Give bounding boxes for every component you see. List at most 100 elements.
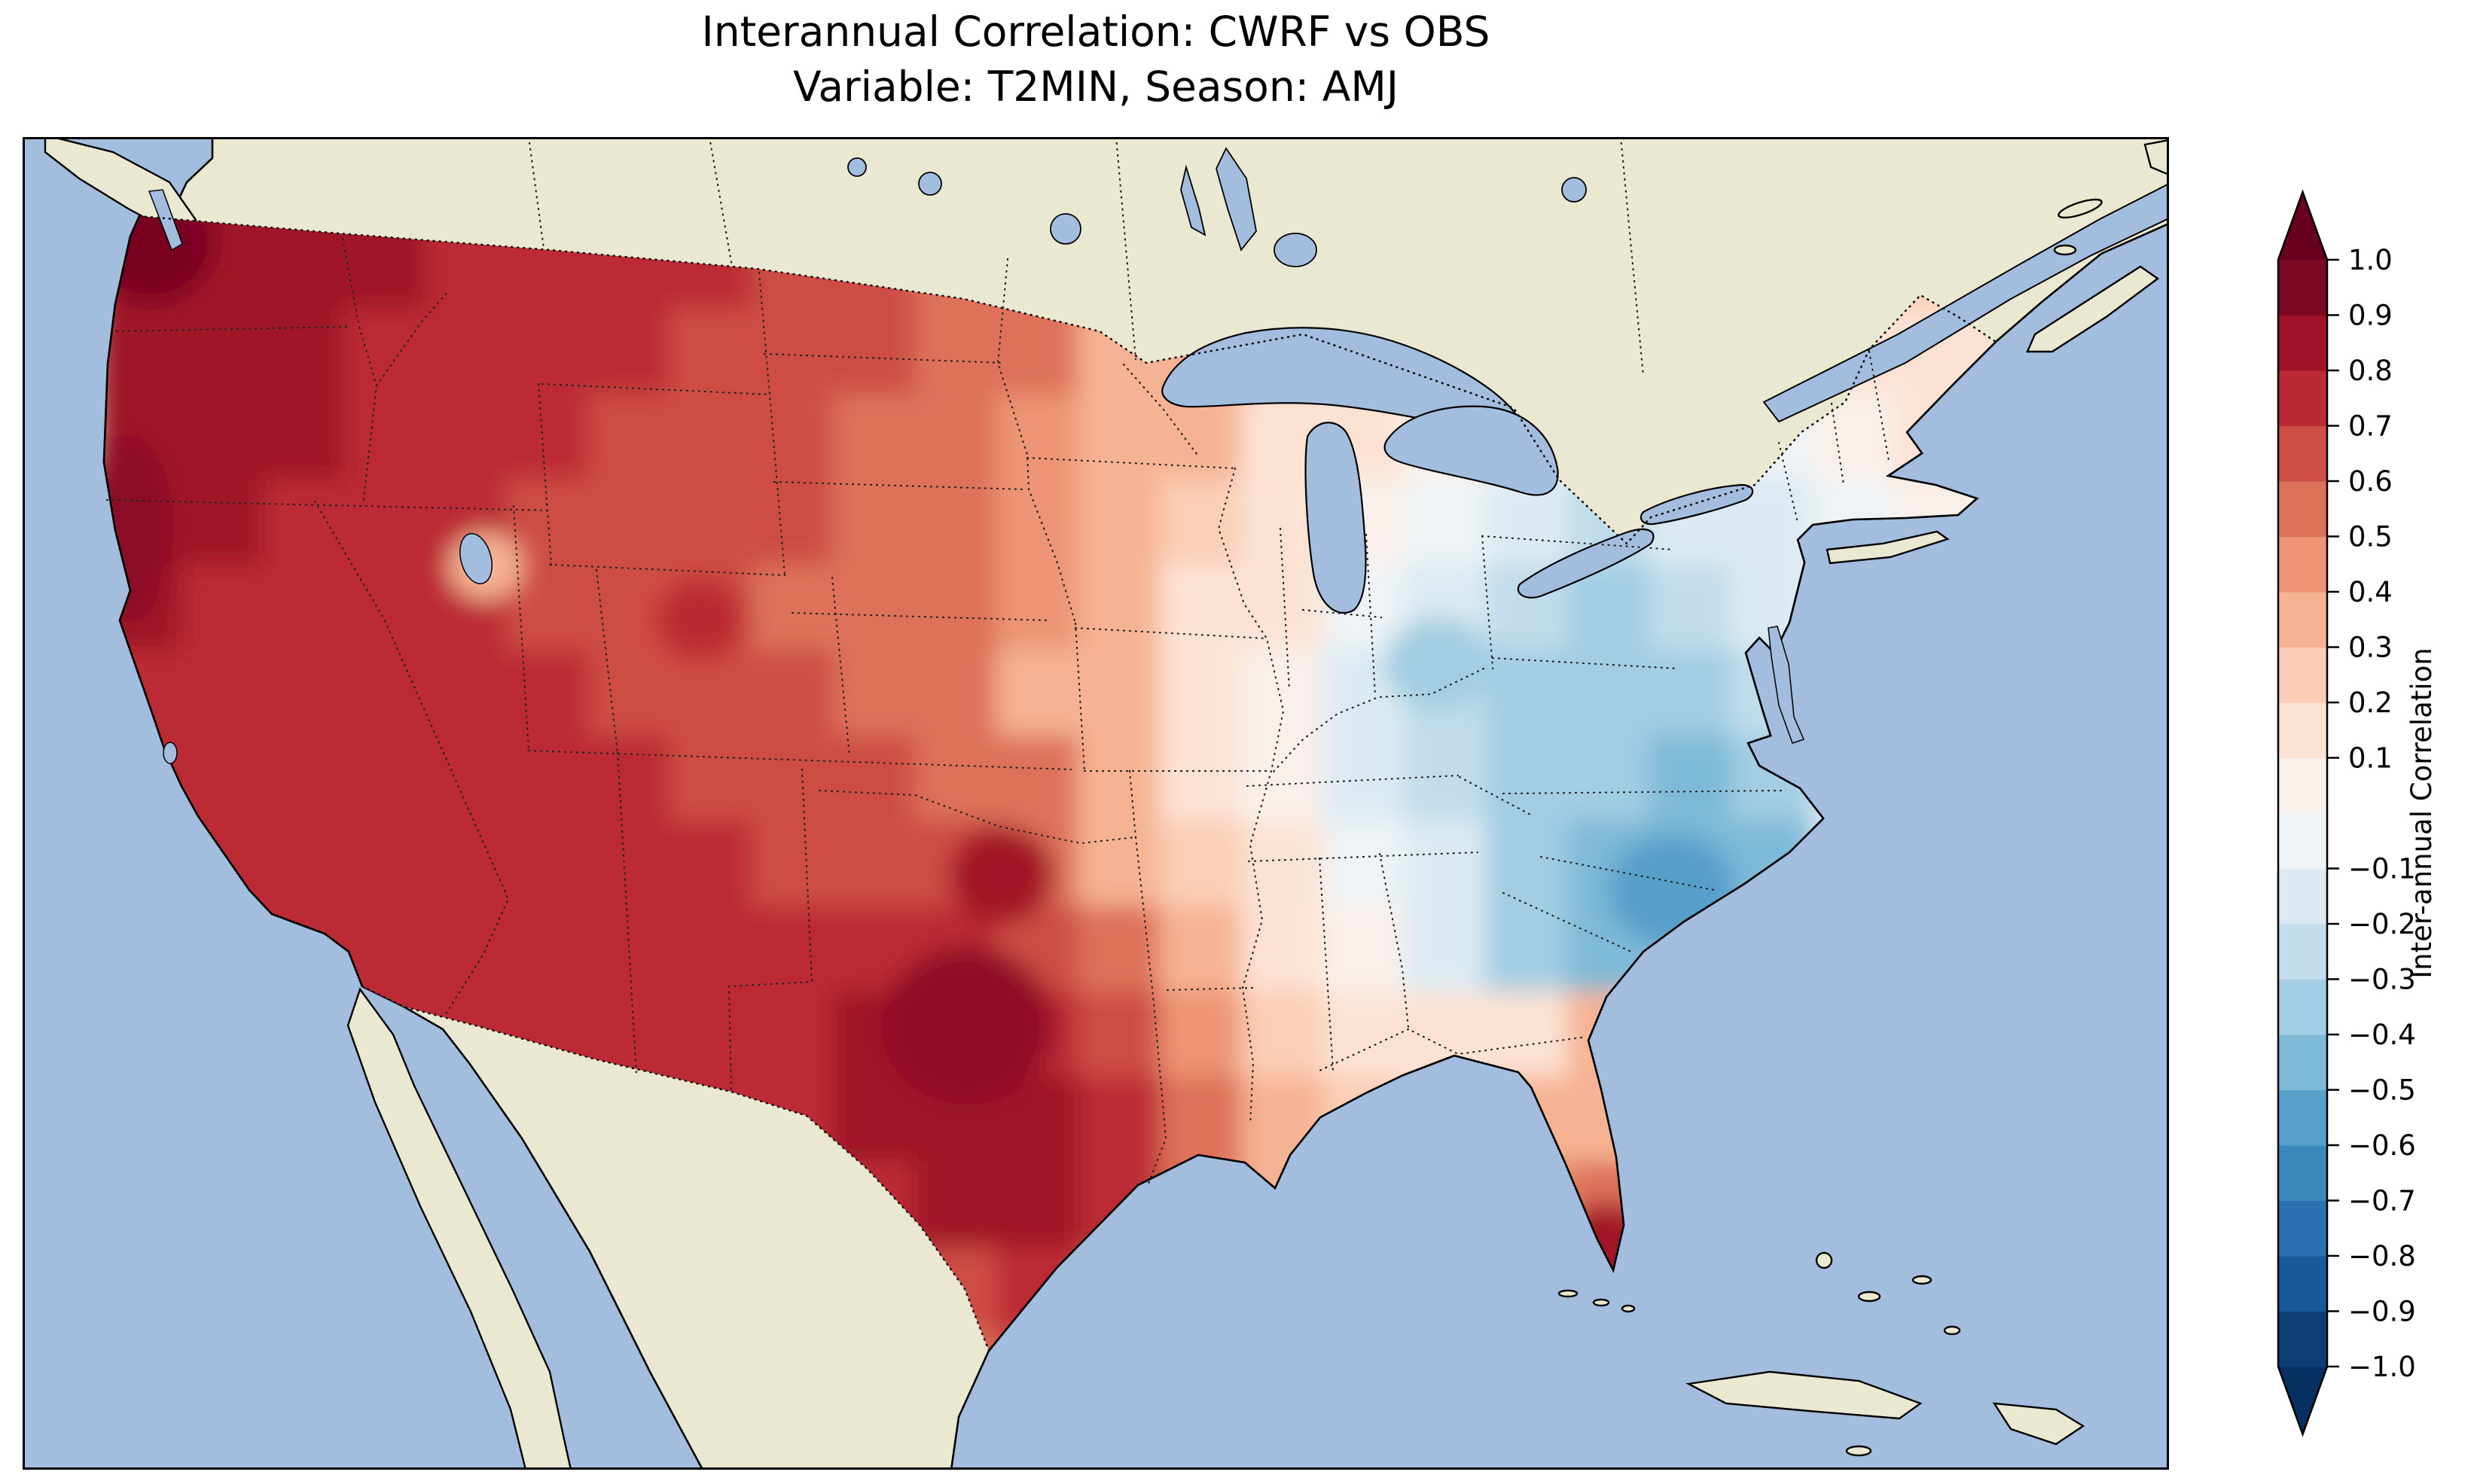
florida-keys-1 xyxy=(1557,1289,1579,1298)
field-cell xyxy=(914,393,996,480)
field-cell xyxy=(343,307,426,394)
colorbar-tick-label: −0.4 xyxy=(2348,1019,2416,1051)
field-cell xyxy=(1648,649,1731,736)
field-cell xyxy=(1158,478,1241,565)
field-cell xyxy=(587,307,670,394)
field-cell xyxy=(995,393,1078,480)
field-cell xyxy=(914,1161,996,1248)
us-canada-border xyxy=(138,215,1997,545)
nova-scotia xyxy=(2026,265,2160,353)
bahamas-island-1 xyxy=(1815,1251,1833,1269)
field-cell xyxy=(750,478,833,565)
field-cell xyxy=(1240,734,1322,821)
colorbar-label: Inter-annual Correlation xyxy=(2405,648,2438,979)
us-west-coastline xyxy=(102,215,364,987)
colorbar-extend-min xyxy=(2278,1367,2327,1434)
anticosti-island xyxy=(2058,198,2103,219)
field-cell xyxy=(1566,649,1649,736)
field-cell xyxy=(505,307,588,394)
canada-province-borders xyxy=(527,137,1645,378)
islands xyxy=(1557,139,2169,1457)
lake-winnipegosis xyxy=(1180,164,1206,236)
field-cell xyxy=(669,478,752,565)
field-cell xyxy=(179,393,262,480)
field-cell xyxy=(1484,990,1567,1077)
field-cell xyxy=(1077,563,1160,650)
field-cell xyxy=(1484,905,1567,992)
colorbar-tick-label: −0.3 xyxy=(2348,964,2416,996)
field-cell xyxy=(669,819,752,906)
province-border xyxy=(1619,137,1645,378)
field-cell xyxy=(1240,563,1322,650)
cuba xyxy=(1685,1370,1923,1420)
field-cell xyxy=(179,563,262,650)
colorbar-tick-label: 0.6 xyxy=(2348,465,2393,498)
colorbar-segment xyxy=(2278,979,2327,1035)
field-cell xyxy=(1322,734,1405,821)
prince-edward-island xyxy=(2053,244,2077,256)
field-cell xyxy=(505,905,588,992)
field-cell xyxy=(832,819,915,906)
figure-title-line1: Interannual Correlation: CWRF vs OBS xyxy=(701,8,1490,56)
baja-california xyxy=(346,987,572,1470)
colorbar-extend-triangles xyxy=(2278,192,2327,1434)
field-cell xyxy=(587,819,670,906)
field-cell xyxy=(914,478,996,565)
field-cell xyxy=(1240,990,1322,1077)
field-cell xyxy=(424,393,507,480)
field-cell xyxy=(261,222,343,309)
field-cell xyxy=(1240,905,1322,992)
lake-of-the-woods xyxy=(1050,213,1081,245)
colorbar-tick-label: −1.0 xyxy=(2348,1351,2416,1383)
colorbar-segment xyxy=(2278,1089,2327,1146)
figure-title: Interannual Correlation: CWRF vs OBS Var… xyxy=(23,5,2169,114)
field-cell xyxy=(261,563,343,650)
san-francisco-bay xyxy=(163,742,178,764)
hispaniola xyxy=(1992,1402,2085,1446)
field-cell xyxy=(1077,905,1160,992)
colorbar-segment xyxy=(2278,260,2327,316)
colorbar-segment xyxy=(2278,370,2327,427)
field-cell xyxy=(261,478,343,565)
field-cell xyxy=(1240,649,1322,736)
colorbar-segment xyxy=(2278,647,2327,703)
province-border xyxy=(1115,137,1137,361)
field-cell xyxy=(995,734,1078,821)
colorbar-tick-label: −0.1 xyxy=(2348,853,2416,885)
field-cell xyxy=(1484,819,1567,906)
florida-keys-3 xyxy=(1621,1304,1636,1313)
field-cell xyxy=(1403,478,1486,565)
colorbar-tick-label: 0.1 xyxy=(2348,742,2393,775)
province-border xyxy=(527,137,545,250)
canada-lake-small-3 xyxy=(1561,177,1587,203)
field-cell xyxy=(832,478,915,565)
figure-title-line2: Variable: T2MIN, Season: AMJ xyxy=(793,62,1399,111)
lake-michigan xyxy=(1304,422,1367,614)
colorbar-ticks: 1.0 0.9 0.8 0.7 0.6 0.5 0.4 0.3 0.2 0.1 −0.1 −0.2 −0… xyxy=(2327,244,2416,1383)
field-cell xyxy=(505,649,588,736)
field-cell xyxy=(1322,819,1405,906)
field-cell xyxy=(914,734,996,821)
field-cell xyxy=(261,819,343,906)
field-cell xyxy=(505,734,588,821)
colorbar-tick-label: 0.8 xyxy=(2348,355,2393,387)
lake-erie xyxy=(1517,529,1655,599)
colorbar-segment xyxy=(2278,315,2327,371)
field-cell xyxy=(587,905,670,992)
field-cell xyxy=(1648,734,1731,821)
field-cell xyxy=(1403,819,1486,906)
colorbar-tick-label: −0.5 xyxy=(2348,1074,2416,1107)
field-cell xyxy=(261,649,343,736)
field-cell xyxy=(1077,819,1160,906)
field-cell xyxy=(343,734,426,821)
colorbar-segment xyxy=(2278,813,2327,870)
field-cell xyxy=(832,307,915,394)
colorbar-tick-label: 0.3 xyxy=(2348,632,2393,664)
field-cell xyxy=(1484,649,1567,736)
colorbar-segment xyxy=(2278,924,2327,980)
colorbar-tick-label: −0.6 xyxy=(2348,1129,2416,1162)
lake-huron xyxy=(1383,405,1559,496)
colorbar: 1.0 0.9 0.8 0.7 0.6 0.5 0.4 0.3 0.2 0.1 −0.1 −0.2 −0… xyxy=(2277,189,2438,1437)
field-cell xyxy=(1077,990,1160,1077)
colorbar-tick-label: −0.8 xyxy=(2348,1240,2416,1272)
